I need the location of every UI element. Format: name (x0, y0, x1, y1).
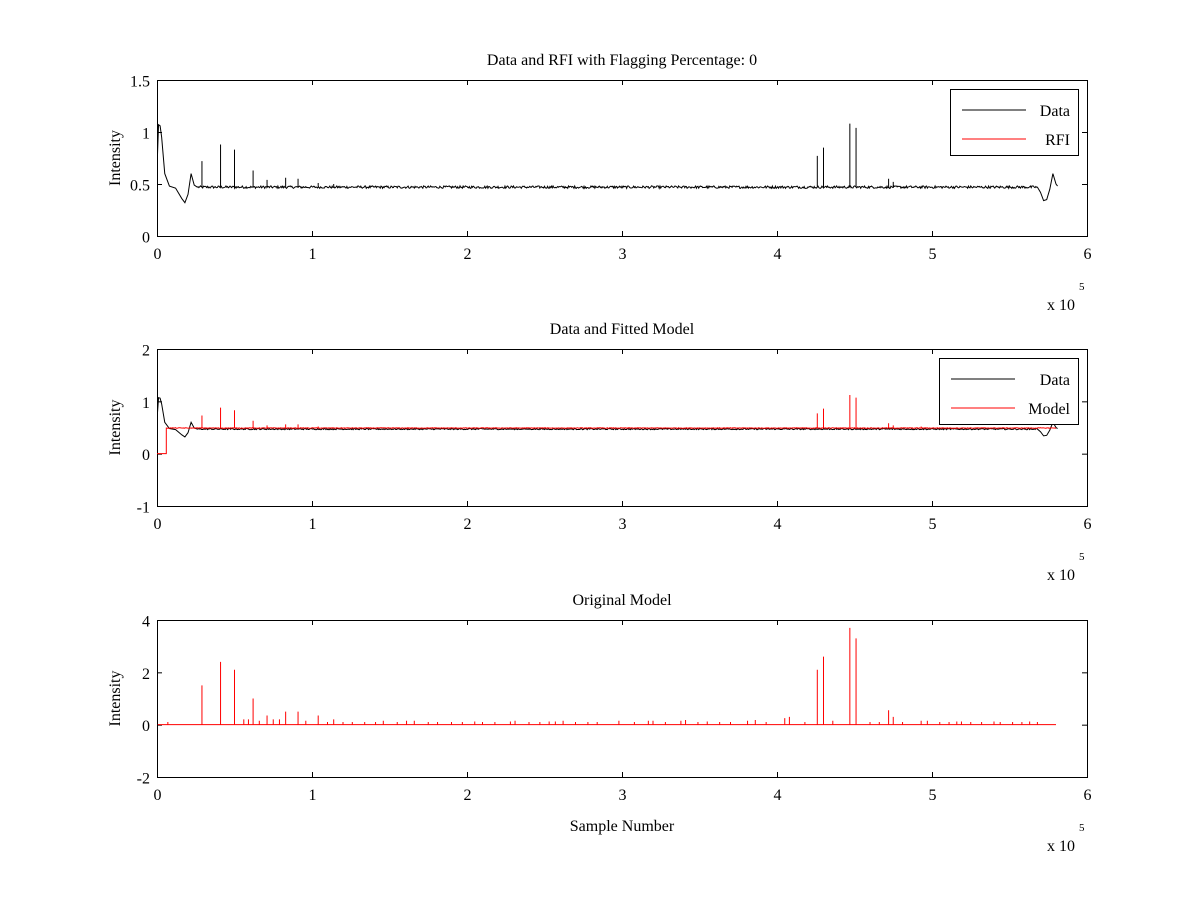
series-line-data (157, 123, 1058, 204)
x-tick-label: 5 (929, 516, 937, 533)
x-tick-label: 0 (154, 246, 162, 263)
y-tick-label: 1 (142, 395, 150, 412)
x-tick-label: 4 (774, 516, 782, 533)
y-axis-label: Intensity (107, 400, 124, 456)
x-tick-label: 3 (619, 246, 627, 263)
y-tick-label: -2 (137, 771, 150, 788)
x-exponent-power: 5 (1079, 281, 1085, 293)
x-exponent-power: 5 (1079, 551, 1085, 563)
y-tick-label: 2 (142, 343, 150, 360)
y-tick-label: 0 (142, 447, 150, 464)
x-tick-label: 5 (929, 787, 937, 804)
chart-title: Data and Fitted Model (550, 321, 695, 338)
x-tick-label: 6 (1084, 787, 1092, 804)
x-exponent-power: 5 (1079, 822, 1085, 834)
x-tick-label: 4 (774, 246, 782, 263)
legend-label-model: Model (1028, 401, 1070, 418)
y-tick-label: 0.5 (130, 178, 150, 195)
series-line-model (157, 627, 1056, 726)
y-tick-label: 1.5 (130, 74, 150, 91)
y-tick-label: 0 (142, 718, 150, 735)
series-group (157, 627, 1056, 726)
chart-title: Data and RFI with Flagging Percentage: 0 (487, 52, 757, 69)
legend-box (939, 358, 1079, 425)
x-exponent-base: x 10 (1047, 838, 1075, 855)
series-group (157, 395, 1058, 455)
legend-label-rfi: RFI (1045, 132, 1070, 149)
y-tick-label: -1 (137, 500, 150, 517)
x-tick-label: 3 (619, 516, 627, 533)
legend: Data RFI (950, 89, 1079, 156)
x-tick-label: 0 (154, 787, 162, 804)
chart-panel-3: Original Model Intensity Sample Number 0 1 2 3… (107, 592, 1092, 855)
legend: Data Model (939, 358, 1079, 425)
x-tick-label: 1 (309, 787, 317, 804)
y-tick-label: 0 (142, 230, 150, 247)
axes-box (157, 80, 1088, 237)
y-axis-label: Intensity (107, 130, 124, 186)
x-tick-label: 6 (1084, 246, 1092, 263)
x-tick-label: 0 (154, 516, 162, 533)
y-tick-label: 1 (142, 126, 150, 143)
legend-box (950, 89, 1079, 156)
legend-label-data: Data (1040, 372, 1070, 389)
x-tick-label: 2 (464, 787, 472, 804)
x-tick-label: 2 (464, 246, 472, 263)
y-axis-label: Intensity (107, 671, 124, 727)
series-group (157, 123, 1058, 204)
x-tick-label: 3 (619, 787, 627, 804)
x-tick-label: 5 (929, 246, 937, 263)
x-tick-label: 1 (309, 246, 317, 263)
legend-label-data: Data (1040, 103, 1070, 120)
series-line-model (157, 395, 1057, 455)
series-line-data (157, 396, 1058, 438)
x-tick-label: 1 (309, 516, 317, 533)
x-tick-label: 4 (774, 787, 782, 804)
axes-box (157, 620, 1088, 778)
x-exponent-base: x 10 (1047, 567, 1075, 584)
chart-panel-1: Data and RFI with Flagging Percentage: 0… (107, 52, 1092, 314)
x-tick-label: 2 (464, 516, 472, 533)
x-tick-label: 6 (1084, 516, 1092, 533)
y-tick-label: 2 (142, 666, 150, 683)
x-exponent-base: x 10 (1047, 297, 1075, 314)
x-axis-label: Sample Number (570, 818, 675, 835)
chart-title: Original Model (572, 592, 672, 609)
y-tick-label: 4 (142, 614, 150, 631)
